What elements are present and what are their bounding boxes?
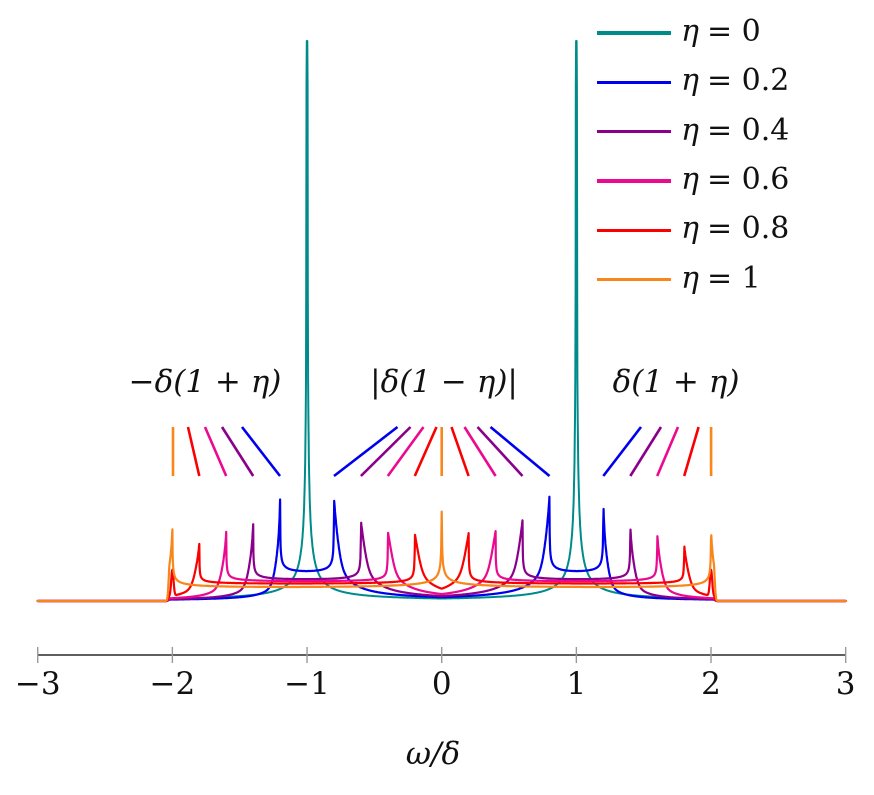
tick-label-0: 0 <box>431 666 452 702</box>
eta-value: = 0 <box>706 14 761 49</box>
pointer-line <box>656 426 680 477</box>
tick-label-2: 2 <box>701 666 721 702</box>
pointer-line <box>463 426 497 477</box>
eta-value: = 0.4 <box>706 112 790 148</box>
pointer-line <box>629 426 663 477</box>
eta-value: = 1 <box>706 260 761 296</box>
legend-swatch <box>597 31 671 35</box>
pointer-line <box>240 426 282 477</box>
pointer-line <box>489 425 551 478</box>
curve-eta-1 <box>36 510 847 603</box>
eta-value: = 0.6 <box>706 161 790 197</box>
annotation-center-label: |δ(1 − η)| <box>370 364 518 400</box>
eta-symbol: η <box>681 63 699 99</box>
eta-value: = 0.8 <box>706 211 790 247</box>
legend-swatch <box>597 277 671 282</box>
eta-symbol: η <box>681 14 699 49</box>
legend-label: η = 0.8 <box>681 211 789 246</box>
pointer-line <box>386 426 425 477</box>
legend-label: η = 0 <box>681 14 761 49</box>
tick-label--2: −2 <box>149 666 196 702</box>
legend-swatch <box>597 129 671 134</box>
legend-label: η = 0.4 <box>681 113 789 148</box>
eta-symbol: η <box>681 260 699 296</box>
legend-swatch <box>597 80 671 84</box>
pointer-line <box>602 426 643 477</box>
pointer-line <box>450 426 470 477</box>
legend-label: η = 1 <box>681 261 761 296</box>
pointer-line <box>359 426 412 477</box>
legend-swatch <box>597 228 671 232</box>
annotation-left-label: −δ(1 + η) <box>128 364 282 400</box>
tick-label-3: 3 <box>835 666 856 702</box>
pointer-line <box>186 426 201 477</box>
pointer-line <box>333 425 399 478</box>
tick-label--3: −3 <box>14 666 61 702</box>
legend-label: η = 0.6 <box>681 162 789 197</box>
eta-symbol: η <box>681 112 699 148</box>
eta-symbol: η <box>681 161 699 197</box>
pointer-line <box>682 426 700 477</box>
annotation-right-label: δ(1 + η) <box>612 364 740 400</box>
curve-eta-0-6 <box>36 530 847 603</box>
pointer-line <box>203 426 228 477</box>
pointer-line <box>413 426 438 477</box>
x-axis-title: ω/δ <box>405 736 461 772</box>
eta-symbol: η <box>681 211 699 247</box>
legend-swatch <box>597 179 671 183</box>
eta-value: = 0.2 <box>706 63 790 99</box>
pointer-line <box>220 426 255 477</box>
tick-label-1: 1 <box>566 666 587 702</box>
tick-label--1: −1 <box>284 666 330 702</box>
pointer-line <box>476 426 524 477</box>
legend-label: η = 0.2 <box>681 63 789 98</box>
